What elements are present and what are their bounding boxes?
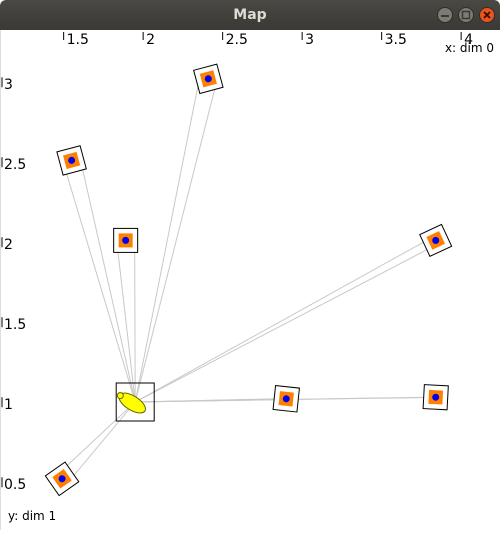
landmark-ray [134, 239, 445, 403]
landmark-marker[interactable] [422, 384, 449, 411]
robot-nose [116, 392, 124, 400]
minimize-button[interactable] [437, 7, 453, 23]
robot-frame [115, 382, 155, 422]
map-canvas[interactable]: 1.5 2 2.5 3 3.5 4 3 2.5 2 1.5 1 0.5 x: dim 0 y: di… [0, 30, 500, 530]
landmark-marker[interactable] [113, 227, 139, 253]
maximize-button[interactable] [458, 7, 474, 23]
y-axis-label: y: dim 1 [8, 509, 56, 523]
landmark-ray [134, 78, 218, 403]
landmark-dot [122, 236, 130, 244]
landmark-dot [204, 75, 212, 83]
close-button[interactable] [479, 7, 495, 23]
landmark-ray [134, 78, 200, 403]
y-tick-label: 0.5 [4, 477, 26, 493]
x-tick-label: 4 [464, 32, 473, 48]
landmark-ray [70, 401, 136, 480]
title-bar[interactable]: Map [0, 0, 500, 30]
landmark-dot [432, 393, 440, 401]
landmark-marker[interactable] [419, 223, 453, 258]
maximize-icon [461, 10, 471, 20]
y-ticks: 3 2.5 2 1.5 1 0.5 [1, 77, 26, 493]
landmark-ray [80, 160, 136, 403]
landmark-marker[interactable] [272, 385, 300, 413]
landmark-dot [58, 475, 66, 483]
y-tick-label: 1 [4, 397, 13, 413]
x-axis-label: x: dim 0 [445, 41, 494, 55]
x-ticks: 1.5 2 2.5 3 3.5 4 [63, 32, 473, 48]
landmark-marker[interactable] [56, 145, 87, 176]
y-tick-label: 2.5 [4, 157, 26, 173]
close-icon [483, 11, 491, 19]
landmark-marker[interactable] [193, 63, 224, 95]
y-tick-label: 2 [4, 237, 13, 253]
x-tick-label: 3 [305, 32, 314, 48]
landmark-ray [134, 240, 136, 403]
landmark-ray [62, 160, 136, 403]
landmark-marker[interactable] [44, 461, 80, 497]
robot-body[interactable] [114, 388, 149, 417]
landmarks-layer [44, 63, 453, 497]
landmark-ray [116, 240, 136, 403]
y-tick-label: 3 [4, 77, 13, 93]
landmark-frame [113, 227, 139, 253]
window-title: Map [233, 7, 267, 23]
rays-layer [52, 78, 445, 480]
x-tick-label: 1.5 [67, 32, 89, 48]
x-tick-label: 2 [146, 32, 155, 48]
x-tick-label: 3.5 [385, 32, 407, 48]
y-tick-label: 1.5 [4, 317, 26, 333]
landmark-dot [68, 156, 76, 164]
landmark-dot [432, 236, 440, 244]
landmark-dot [282, 395, 290, 403]
robot-layer [114, 382, 155, 422]
map-plot[interactable]: 1.5 2 2.5 3 3.5 4 3 2.5 2 1.5 1 0.5 x: dim 0 y: di… [0, 30, 500, 530]
x-tick-label: 2.5 [226, 32, 248, 48]
minimize-icon [441, 15, 449, 17]
landmark-ray [134, 239, 427, 403]
